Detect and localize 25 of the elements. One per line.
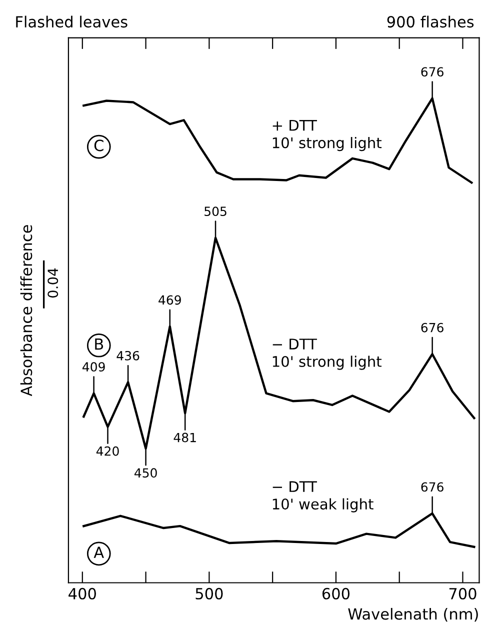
annotation: 469	[158, 295, 181, 305]
series-label: − DTT 10' weak light	[272, 481, 374, 512]
annotation: 505	[204, 206, 226, 216]
annotation: C	[94, 140, 104, 152]
x-tick-label: 400	[68, 588, 96, 600]
annotation: 676	[421, 322, 444, 332]
annotation: 676	[421, 482, 444, 492]
annotation: 676	[421, 67, 444, 77]
text: 0.04	[48, 268, 58, 298]
annotation: 420	[96, 446, 119, 456]
x-tick-label: 500	[196, 588, 223, 600]
y-axis-title: Absorbance difference	[20, 225, 32, 396]
annotation: B	[95, 338, 104, 350]
annotation: 436	[116, 350, 140, 360]
series-label: + DTT 10' strong light	[272, 120, 382, 152]
x-axis-title: Wavelenath (nm)	[348, 608, 478, 622]
x-tick-label: 700	[449, 588, 476, 600]
annotation: 409	[82, 362, 105, 372]
chart-title: Flashed leaves	[16, 16, 128, 28]
annotation: 481	[174, 432, 196, 442]
annotation: A	[94, 546, 104, 558]
series-label: − DTT 10' strong light	[272, 338, 382, 370]
annotation: 450	[134, 468, 157, 478]
chart-subtitle: 900 flashes	[387, 16, 474, 28]
x-tick-label: 600	[322, 588, 350, 600]
